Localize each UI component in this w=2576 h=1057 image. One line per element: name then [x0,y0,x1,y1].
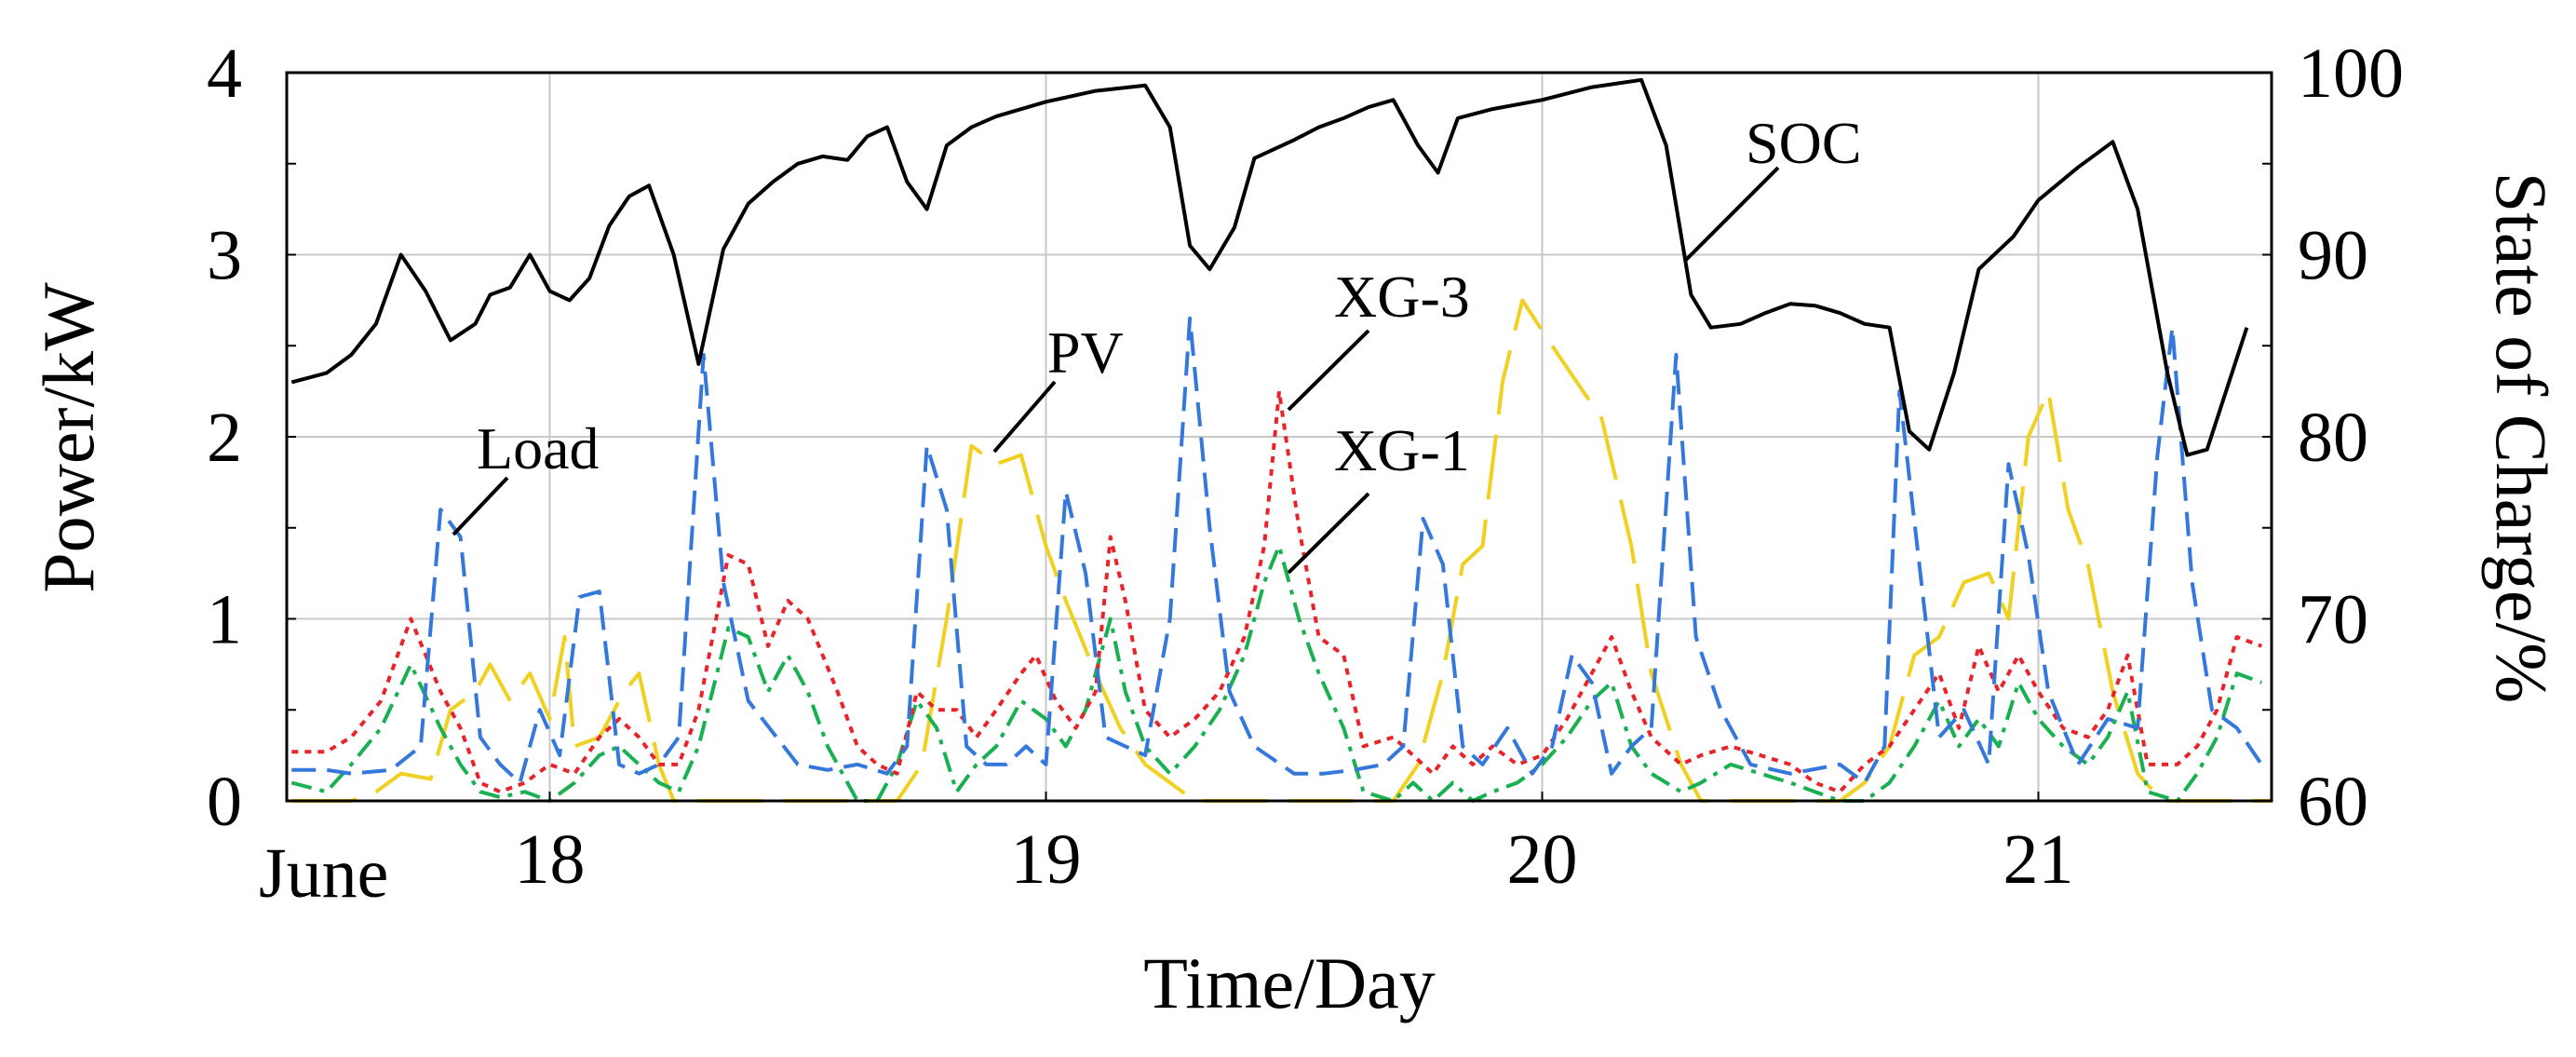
right-y-axis-title: State of Charge/% [2481,172,2562,703]
pv-leader-line [992,380,1057,454]
right-y-tick-label: 60 [2298,763,2368,841]
xg1-label: XG-1 [1334,417,1470,483]
soc-label: SOC [1746,110,1862,176]
series-line-xg-3 [291,389,2262,794]
left-y-axis-title: Power/kW [28,282,109,593]
left-y-tick-label: 2 [207,399,242,477]
series-line-load [291,316,2263,785]
load-label: Load [477,415,600,481]
left-y-tick-label: 3 [207,217,242,295]
series-annotations: SOC Load PV XG-3 XG-1 [452,110,1862,575]
pv-label: PV [1047,319,1124,386]
right-y-tick-label: 90 [2298,217,2368,295]
left-y-tick-label: 1 [207,581,242,659]
x-axis: June 18 19 20 21 [259,820,2073,913]
right-y-tick-label: 100 [2298,34,2404,113]
right-y-axis: 60 70 80 90 100 [2298,34,2404,841]
x-tick-label: 21 [2003,820,2073,899]
axis-minor-ticks [287,72,2272,802]
left-y-axis: 0 1 2 3 4 [207,34,242,841]
xg3-label: XG-3 [1334,264,1470,330]
load-leader-line [452,476,509,536]
right-y-tick-label: 80 [2298,399,2368,477]
right-y-tick-label: 70 [2298,581,2368,659]
left-y-tick-label: 0 [207,763,242,841]
x-tick-label: 19 [1010,820,1081,899]
xg3-leader-line [1287,329,1370,412]
x-tick-label: 20 [1506,820,1577,899]
soc-leader-line [1683,166,1780,263]
x-origin-label: June [259,834,388,913]
series-line-soc [290,77,2249,457]
x-tick-label: 18 [514,820,585,899]
left-y-tick-label: 4 [207,34,242,113]
xg1-leader-line [1287,492,1370,575]
x-axis-title: Time/Day [1143,942,1436,1023]
